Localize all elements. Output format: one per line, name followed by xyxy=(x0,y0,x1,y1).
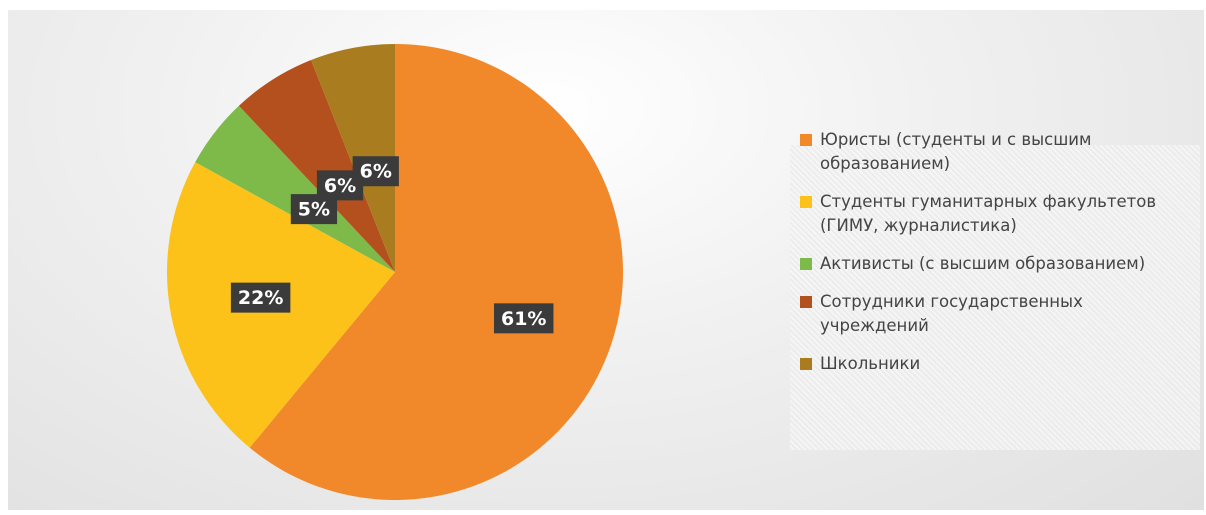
legend-label: Юристы (студенты и с высшим образованием… xyxy=(820,130,1092,173)
legend-background xyxy=(790,145,1200,450)
legend-swatch xyxy=(800,196,812,208)
legend-item: Активисты (с высшим образованием) xyxy=(800,252,1200,276)
legend-item: Студенты гуманитарных факультетов (ГИМУ,… xyxy=(800,190,1200,238)
legend-swatch xyxy=(800,358,812,370)
data-label: 6% xyxy=(352,156,399,187)
legend: Юристы (студенты и с высшим образованием… xyxy=(800,128,1200,390)
data-label: 61% xyxy=(493,303,554,334)
pie-slice xyxy=(249,44,623,500)
pie-slice xyxy=(238,60,395,273)
data-label-text: 6% xyxy=(360,161,392,183)
legend-label: Школьники xyxy=(820,354,921,373)
legend-item: Сотрудники государственных учреждений xyxy=(800,290,1200,338)
legend-label: Активисты (с высшим образованием) xyxy=(820,254,1146,273)
data-label-text: 61% xyxy=(501,308,546,330)
data-label: 22% xyxy=(230,282,291,313)
data-label-box xyxy=(493,303,554,334)
legend-swatch xyxy=(800,134,812,146)
data-label-text: 5% xyxy=(298,199,330,221)
legend-item: Юристы (студенты и с высшим образованием… xyxy=(800,128,1200,176)
legend-swatch xyxy=(800,296,812,308)
data-label-text: 22% xyxy=(238,287,283,309)
data-label-box xyxy=(352,156,399,187)
legend-label: Сотрудники государственных учреждений xyxy=(820,292,1083,335)
pie-slice xyxy=(195,105,395,272)
data-label-box xyxy=(230,282,291,313)
legend-label: Студенты гуманитарных факультетов (ГИМУ,… xyxy=(820,192,1157,235)
legend-swatch xyxy=(800,258,812,270)
data-label-text: 6% xyxy=(324,175,356,197)
legend-item: Школьники xyxy=(800,352,1200,376)
data-label: 6% xyxy=(316,170,364,201)
